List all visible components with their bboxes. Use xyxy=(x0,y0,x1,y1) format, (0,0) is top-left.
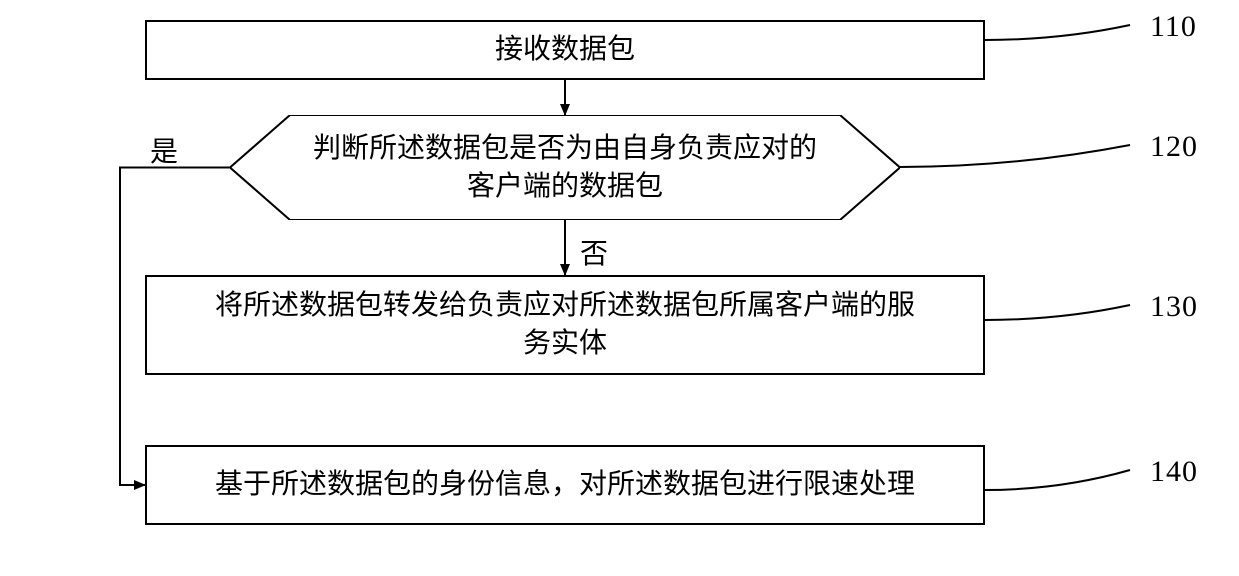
decision-box-120: 判断所述数据包是否为由自身负责应对的 客户端的数据包 xyxy=(230,115,900,220)
process-110-text: 接收数据包 xyxy=(495,31,635,69)
leader-110 xyxy=(985,25,1130,40)
step-number-120: 120 xyxy=(1150,130,1198,164)
step-number-140: 140 xyxy=(1150,455,1198,489)
leader-140 xyxy=(985,470,1130,490)
process-130-text: 将所述数据包转发给负责应对所述数据包所属客户端的服 务实体 xyxy=(215,287,915,363)
process-box-130: 将所述数据包转发给负责应对所述数据包所属客户端的服 务实体 xyxy=(145,275,985,375)
leader-130 xyxy=(985,305,1130,320)
edge-label-yes: 是 xyxy=(150,130,178,170)
process-140-text: 基于所述数据包的身份信息，对所述数据包进行限速处理 xyxy=(215,466,915,504)
leader-120 xyxy=(900,145,1130,167)
step-number-130: 130 xyxy=(1150,290,1198,324)
process-box-140: 基于所述数据包的身份信息，对所述数据包进行限速处理 xyxy=(145,445,985,525)
decision-120-text: 判断所述数据包是否为由自身负责应对的 客户端的数据包 xyxy=(313,130,817,206)
step-number-110: 110 xyxy=(1150,10,1197,44)
edge-label-no: 否 xyxy=(580,232,608,272)
process-box-110: 接收数据包 xyxy=(145,20,985,80)
